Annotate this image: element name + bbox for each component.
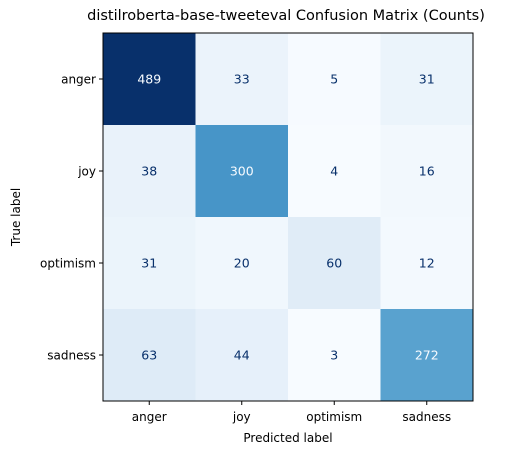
heatmap-cell-joy-anger [103,125,196,218]
heatmap-cell-sadness-joy [195,309,289,402]
chart-title: distilroberta-base-tweeteval Confusion M… [87,8,485,24]
y-tick-label: optimism [40,257,96,271]
cell-value-label: 5 [330,72,338,87]
cell-value-label: 12 [419,256,435,271]
cell-value-label: 44 [234,348,250,363]
heatmap-cell-joy-joy [195,125,289,218]
cell-value-label: 300 [230,164,254,179]
plot-frame [102,32,474,402]
cell-value-label: 33 [234,72,250,87]
cell-value-label: 60 [326,256,342,271]
heatmap-cell-optimism-sadness [380,217,474,310]
heatmap-cell-joy-sadness [380,125,474,218]
heatmap-cell-labels: 489 33 5 31 38 300 4 16 31 20 60 12 63 44 3 272 [137,72,438,363]
x-tick-label: sadness [402,410,451,424]
heatmap-cell-sadness-optimism [288,309,381,402]
y-tick-label: anger [61,73,96,87]
y-tick-label: sadness [47,349,96,363]
cell-value-label: 20 [234,256,250,271]
heatmap-cell-optimism-joy [195,217,289,310]
cell-value-label: 63 [141,348,157,363]
y-axis-ticks: anger joy optimism sadness [40,73,103,363]
cell-value-label: 31 [419,72,435,87]
x-tick-label: anger [132,410,167,424]
heatmap-cell-joy-optimism [288,125,381,218]
cell-value-label: 272 [415,348,439,363]
cell-value-label: 16 [419,164,435,179]
heatmap-cell-optimism-optimism [288,217,381,310]
y-axis-label: True label [9,188,23,247]
heatmap-cell-sadness-sadness [380,309,474,402]
cell-value-label: 31 [141,256,157,271]
heatmap-cell-anger-sadness [380,33,474,126]
cell-value-label: 3 [330,348,338,363]
heatmap-cell-anger-anger [103,33,196,126]
heatmap-cell-sadness-anger [103,309,196,402]
heatmap-cells [103,33,474,402]
cell-value-label: 489 [137,72,161,87]
heatmap-cell-anger-joy [195,33,289,126]
y-tick-label: joy [77,165,96,179]
heatmap-cell-anger-optimism [288,33,381,126]
x-tick-label: joy [232,410,251,424]
cell-value-label: 38 [141,164,157,179]
x-axis-ticks: anger joy optimism sadness [132,401,451,424]
cell-value-label: 4 [330,164,338,179]
x-axis-label: Predicted label [243,431,332,445]
x-tick-label: optimism [306,410,362,424]
heatmap-cell-optimism-anger [103,217,196,310]
